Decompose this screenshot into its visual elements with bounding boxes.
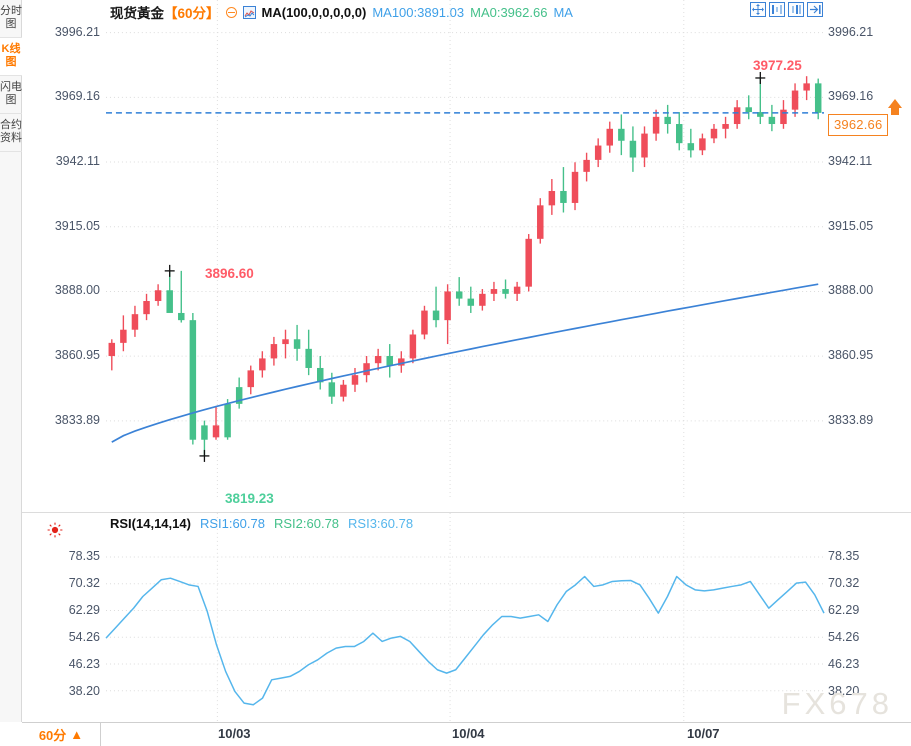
ma-suffix: MA bbox=[553, 4, 573, 20]
rsi-axis-right-label: 54.26 bbox=[828, 629, 860, 644]
sidebar-item-lightning-chart[interactable]: 闪电图 bbox=[0, 76, 22, 114]
date-label: 10/07 bbox=[687, 726, 720, 741]
sidebar-label-3: 合约资料 bbox=[0, 119, 22, 144]
rsi-axis-left-label: 46.23 bbox=[68, 656, 100, 671]
settings-circle-icon[interactable] bbox=[225, 6, 237, 18]
left-sidebar: 分时图 K线图 闪电图 合约资料 bbox=[0, 0, 22, 722]
symbol-name: 现货黃金 bbox=[110, 6, 164, 21]
price-axis-right-label: 3915.05 bbox=[828, 218, 874, 233]
candlestick-canvas bbox=[106, 0, 824, 498]
sidebar-item-contract-info[interactable]: 合约资料 bbox=[0, 114, 22, 152]
rsi-axis-left-label: 54.26 bbox=[68, 629, 100, 644]
crosshair-move-icon[interactable] bbox=[750, 2, 766, 17]
rsi2-value: RSI2:60.78 bbox=[273, 516, 340, 531]
rsi-title: RSI(14,14,14) bbox=[110, 516, 191, 531]
timeframe-label: 60分 bbox=[38, 728, 67, 743]
price-axis-left-label: 3969.16 bbox=[54, 89, 100, 104]
rsi-axis-left-label: 62.29 bbox=[68, 602, 100, 617]
chart-align-right-icon[interactable] bbox=[788, 2, 804, 17]
rsi-axis-left-label: 70.32 bbox=[68, 576, 100, 591]
price-axis-left-label: 3915.05 bbox=[54, 218, 100, 233]
sidebar-item-timeshare-chart[interactable]: 分时图 bbox=[0, 0, 22, 38]
price-axis-right-label: 3860.95 bbox=[828, 348, 874, 363]
current-price-tag[interactable]: 3962.66 bbox=[828, 114, 889, 136]
price-axis-right-label: 3888.00 bbox=[828, 283, 874, 298]
price-plot-area[interactable] bbox=[106, 0, 824, 512]
swing-high-right-label: 3977.25 bbox=[753, 58, 802, 73]
swing-low-label: 3819.23 bbox=[225, 491, 274, 506]
price-axis-left-label: 3942.11 bbox=[55, 154, 100, 169]
symbol-title: 现货黃金【60分】 bbox=[110, 2, 220, 22]
rsi-axis-left-label: 78.35 bbox=[68, 549, 100, 564]
sidebar-label-2: 闪电图 bbox=[0, 81, 22, 106]
rsi-axis-right-label: 70.32 bbox=[828, 576, 860, 591]
rsi-axis-right-label: 62.29 bbox=[828, 602, 860, 617]
symbol-period: 【60分】 bbox=[164, 6, 220, 21]
chart-toolbar bbox=[750, 2, 823, 17]
chart-legend: 现货黃金【60分】 MA(100,0,0,0,0,0) MA100:3891.0… bbox=[110, 2, 573, 22]
ma-title: MA(100,0,0,0,0,0) bbox=[261, 4, 367, 20]
watermark: FX678 bbox=[781, 686, 893, 721]
price-axis-left-label: 3888.00 bbox=[54, 283, 100, 298]
date-label: 10/04 bbox=[452, 726, 485, 741]
ma-indicator-icon[interactable] bbox=[242, 5, 256, 19]
sidebar-label-0: 分时图 bbox=[0, 5, 22, 30]
rsi3-value: RSI3:60.78 bbox=[348, 516, 414, 531]
rsi-line-canvas bbox=[105, 513, 825, 722]
rsi-plot-area[interactable] bbox=[105, 513, 825, 722]
price-chart-pane: 现货黃金【60分】 MA(100,0,0,0,0,0) MA100:3891.0… bbox=[22, 0, 911, 512]
current-price-arrow-icon bbox=[888, 99, 902, 115]
sidebar-item-k-line-chart[interactable]: K线图 bbox=[0, 38, 22, 76]
rsi-axis-right-label: 38.20 bbox=[828, 683, 860, 698]
chart-align-left-icon[interactable] bbox=[769, 2, 785, 17]
rsi-axis-right-label: 46.23 bbox=[828, 656, 860, 671]
sidebar-label-1: K线图 bbox=[1, 43, 21, 68]
rsi-axis-left-label: 38.20 bbox=[68, 683, 100, 698]
price-axis-right-label: 3969.16 bbox=[828, 89, 874, 104]
scroll-to-latest-icon[interactable] bbox=[807, 2, 823, 17]
rsi-chart-pane: RSI(14,14,14) RSI1:60.78 RSI2:60.78 RSI3… bbox=[22, 512, 911, 722]
rsi-legend: RSI(14,14,14) RSI1:60.78 RSI2:60.78 RSI3… bbox=[110, 516, 413, 531]
time-axis: 60分 ▲ 10/03 10/04 10/07 bbox=[22, 722, 911, 746]
swing-high-left-label: 3896.60 bbox=[205, 266, 254, 281]
price-axis-right-label: 3996.21 bbox=[828, 24, 874, 39]
price-axis-left-label: 3833.89 bbox=[54, 412, 100, 427]
ma100-value: MA100:3891.03 bbox=[372, 4, 465, 20]
rsi1-value: RSI1:60.78 bbox=[199, 516, 265, 531]
rsi-axis-right-label: 78.35 bbox=[828, 549, 860, 564]
price-axis-left-label: 3996.21 bbox=[54, 24, 100, 39]
price-axis-right-label: 3942.11 bbox=[828, 154, 873, 169]
price-axis-left-label: 3860.95 bbox=[54, 348, 100, 363]
ma0-value: MA0:3962.66 bbox=[470, 4, 548, 20]
timeframe-arrow-icon: ▲ bbox=[70, 727, 84, 742]
timeframe-button[interactable]: 60分 ▲ bbox=[22, 723, 101, 746]
date-label: 10/03 bbox=[218, 726, 251, 741]
price-axis-right-label: 3833.89 bbox=[828, 412, 874, 427]
sun-indicator-icon[interactable] bbox=[47, 522, 63, 538]
